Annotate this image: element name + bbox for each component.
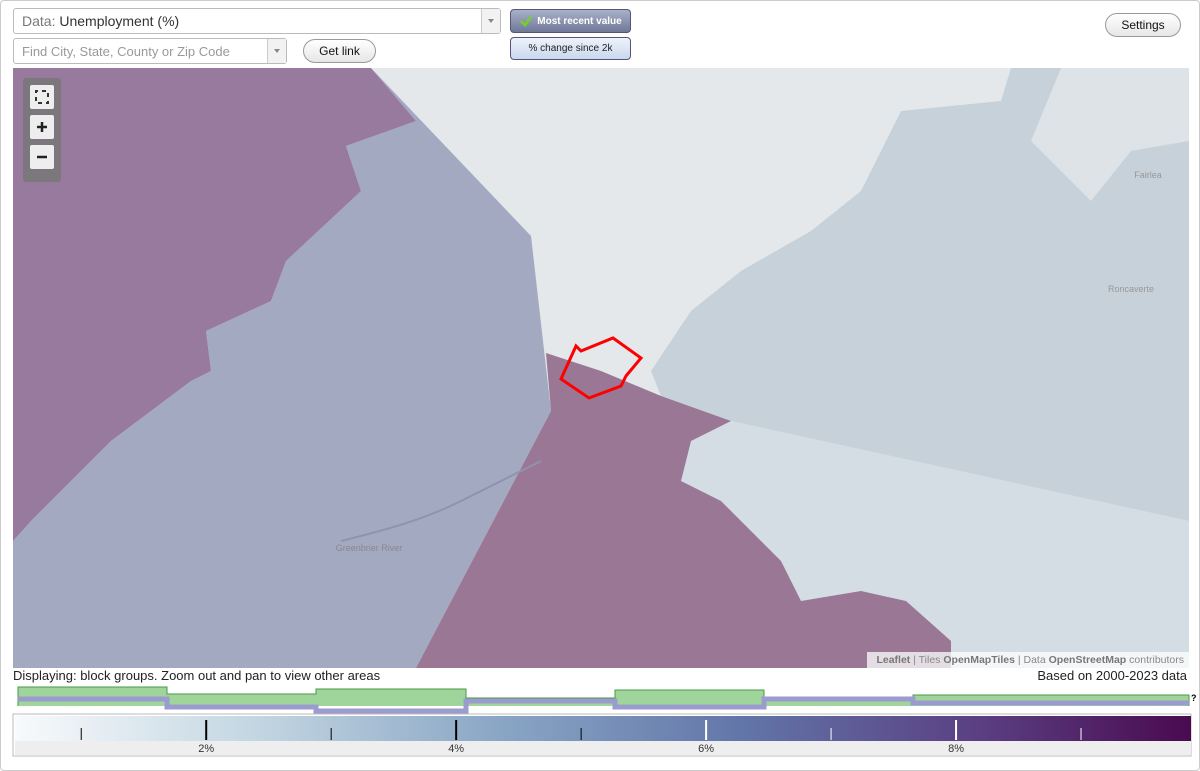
attribution-text: Tiles — [919, 654, 941, 666]
search-input[interactable]: Find City, State, County or Zip Code — [13, 38, 287, 64]
arrow-icon — [488, 19, 494, 23]
region — [13, 68, 416, 541]
attribution-link[interactable]: OpenMapTiles — [943, 654, 1015, 666]
legend-tick-label: 4% — [448, 743, 464, 755]
data-prefix: Data: — [22, 13, 56, 29]
attribution-link[interactable]: Leaflet — [876, 654, 910, 666]
attribution-text: contributors — [1129, 654, 1184, 666]
legend-tick-label: 2% — [198, 743, 214, 755]
histogram-base — [18, 696, 1189, 714]
region — [416, 353, 951, 668]
status-bar: Displaying: block groups. Zoom out and p… — [13, 668, 1187, 683]
fullscreen-icon — [35, 90, 49, 104]
region — [681, 421, 1189, 668]
legend: ? 2% 4% 6% 8% — [12, 686, 1197, 757]
arrow-icon — [274, 49, 280, 53]
dropdown-arrow — [481, 9, 500, 33]
river-label: Greenbrier River — [336, 543, 403, 553]
selected-area[interactable] — [559, 336, 644, 400]
attribution: Leaflet | Tiles OpenMapTiles | Data Open… — [876, 654, 1184, 666]
data-select[interactable]: Data: Unemployment (%) — [13, 8, 501, 34]
mode-recent-button[interactable]: Most recent value — [510, 9, 631, 33]
river — [340, 460, 542, 542]
mode-change-button[interactable]: % change since 2k — [510, 37, 631, 60]
check-icon — [520, 16, 533, 28]
mode-recent-label: Most recent value — [537, 15, 622, 27]
search-placeholder: Find City, State, County or Zip Code — [22, 43, 230, 59]
region — [651, 68, 1189, 521]
get-link-button[interactable]: Get link — [303, 39, 376, 63]
settings-button[interactable]: Settings — [1105, 13, 1181, 37]
help-icon[interactable]: ? — [1191, 693, 1197, 703]
attribution-link[interactable]: OpenStreetMap — [1049, 654, 1127, 666]
color-scale — [15, 716, 1191, 741]
attribution-bg — [867, 652, 1189, 668]
region — [13, 68, 551, 668]
displaying-text: Displaying: block groups. Zoom out and p… — [13, 668, 381, 683]
fullscreen-button[interactable] — [30, 85, 54, 109]
legend-label-strip — [15, 741, 1191, 755]
map[interactable]: Fairlea Roncaverte Greenbrier River Leaf… — [13, 68, 1189, 668]
legend-tick-label: 6% — [698, 743, 714, 755]
region — [1031, 68, 1189, 201]
data-value: Unemployment (%) — [59, 13, 180, 29]
plus-icon — [37, 122, 47, 132]
place-label: Roncaverte — [1108, 284, 1154, 294]
based-on-text: Based on 2000-2023 data — [1037, 668, 1187, 683]
attribution-text: Data — [1024, 654, 1046, 666]
place-label: Fairlea — [1134, 170, 1162, 180]
dropdown-arrow — [267, 39, 286, 63]
legend-tick-label: 8% — [948, 743, 964, 755]
